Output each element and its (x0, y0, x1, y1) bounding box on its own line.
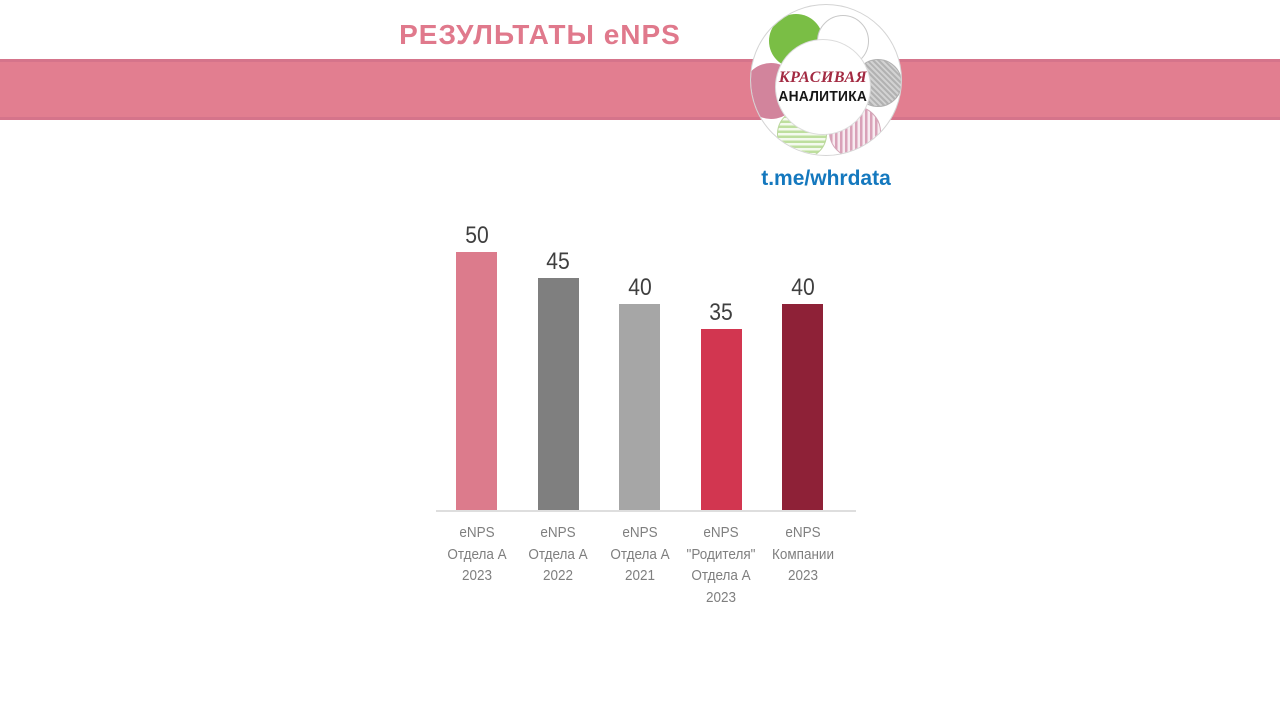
telegram-link[interactable]: t.me/whrdata (761, 167, 891, 190)
bar-category-label: eNPS Компании 2023 (771, 524, 834, 584)
bar-2 (537, 278, 579, 510)
header-banner (0, 59, 1280, 120)
chart-baseline (436, 510, 856, 512)
bar-category-label: eNPS Отдела А 2022 (528, 524, 588, 584)
bar-1 (456, 252, 497, 510)
bar-category-label: eNPS "Родителя" Отдела А 2023 (686, 524, 756, 606)
bar-category-label: eNPS Отдела А 2021 (609, 524, 670, 584)
logo-brand-name-line2: АНАЛИТИКА (778, 89, 868, 105)
bar-value-label: 50 (464, 222, 489, 249)
bar-4 (700, 329, 742, 510)
brand-logo: КРАСИВАЯ АНАЛИТИКА (750, 4, 902, 156)
bar-value-label: 40 (790, 274, 815, 301)
page-title: РЕЗУЛЬТАТЫ eNPS (399, 19, 681, 50)
logo-center-circle: КРАСИВАЯ АНАЛИТИКА (775, 39, 871, 135)
logo-brand-name-line1: КРАСИВАЯ (778, 69, 868, 86)
bar-value-label: 35 (709, 299, 733, 326)
bar-value-label: 40 (627, 274, 652, 301)
bar-5 (782, 304, 823, 510)
bar-3 (619, 304, 660, 510)
bar-category-label: eNPS Отдела А 2023 (446, 524, 507, 584)
enps-bar-chart: 50 eNPS Отдела А 2023 45 eNPS Отдела А 2022 40 eN… (436, 220, 856, 606)
bar-value-label: 45 (546, 248, 570, 275)
